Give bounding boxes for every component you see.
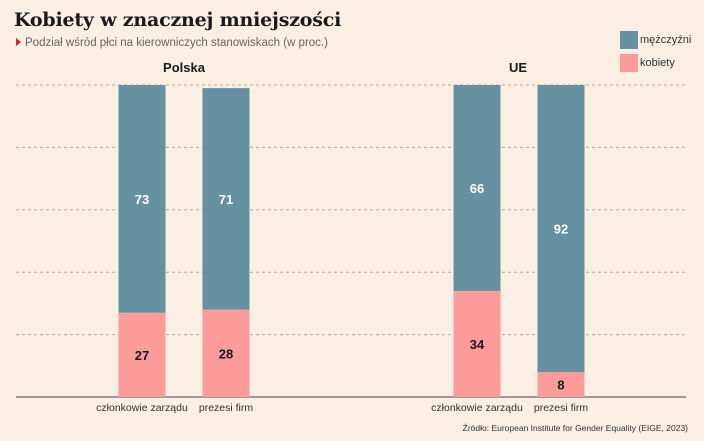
bar-segment-men (202, 88, 250, 310)
legend-item-men: mężczyźni (620, 31, 704, 51)
group-header-1: UE (509, 60, 527, 75)
arrow-right-icon (16, 38, 21, 46)
x-tick-label: prezesi firm (534, 402, 589, 414)
bar-segment-women (453, 290, 501, 397)
data-label: 73 (135, 192, 149, 207)
bar-segment-women (537, 372, 585, 397)
data-label: 66 (470, 181, 484, 196)
legend-label-men: mężczyźni (640, 34, 692, 46)
legend-item-women: kobiety (620, 54, 704, 74)
data-label: 27 (135, 348, 149, 363)
source-note: Źródło: European Institute for Gender Eq… (462, 423, 688, 433)
legend-swatch-men (620, 31, 638, 49)
chart-title: Kobiety w znacznej mniejszości (14, 9, 342, 31)
data-label: 34 (470, 337, 485, 352)
data-label: 28 (219, 346, 233, 361)
bar-segment-men (453, 85, 501, 291)
legend-label-women: kobiety (640, 57, 675, 69)
x-tick-label: członkowie zarządu (431, 402, 523, 414)
legend-swatch-women (620, 54, 638, 72)
data-label: 92 (554, 222, 568, 237)
data-label: 8 (557, 378, 564, 393)
x-tick-label: członkowie zarządu (96, 402, 188, 414)
chart-subtitle: Podział wśród płci na kierowniczych stan… (16, 37, 328, 49)
bar-segment-men (118, 85, 166, 313)
bar-segment-women (202, 309, 250, 397)
x-tick-label: prezesi firm (199, 402, 254, 414)
data-label: 71 (219, 192, 233, 207)
bar-segment-men (537, 85, 585, 373)
group-header-0: Polska (163, 60, 206, 75)
bar-segment-women (118, 312, 166, 397)
chart-subtitle-text: Podział wśród płci na kierowniczych stan… (25, 37, 328, 49)
